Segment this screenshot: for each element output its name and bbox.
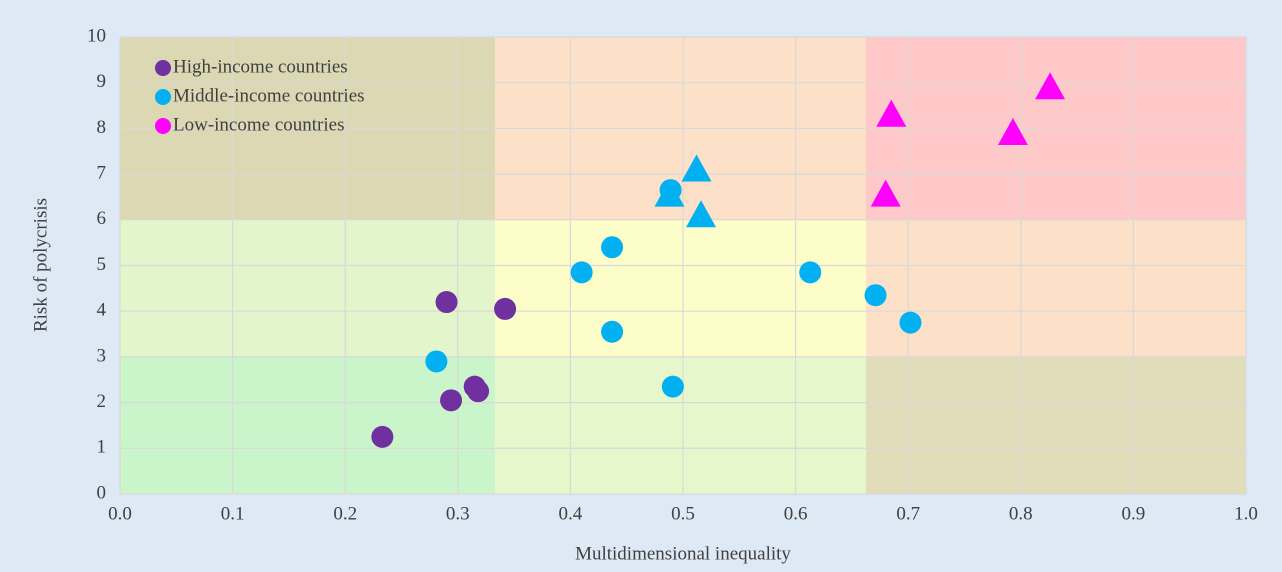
y-tick-label: 5 bbox=[97, 254, 107, 275]
x-tick-label: 0.3 bbox=[446, 503, 470, 524]
circle-marker bbox=[494, 297, 517, 320]
y-tick-label: 1 bbox=[97, 437, 107, 458]
x-tick-label: 0.5 bbox=[671, 503, 695, 524]
zone bbox=[495, 220, 866, 357]
circle-marker bbox=[601, 320, 624, 343]
triangle-marker bbox=[681, 154, 712, 182]
y-tick-label: 6 bbox=[97, 208, 107, 229]
x-tick-label: 0.0 bbox=[108, 503, 132, 524]
circle-marker bbox=[899, 311, 922, 334]
circle-marker bbox=[467, 380, 490, 403]
y-tick-label: 4 bbox=[97, 300, 107, 321]
x-tick-label: 1.0 bbox=[1234, 503, 1258, 524]
triangle-marker bbox=[876, 99, 907, 127]
x-axis-title: Multidimensional inequality bbox=[575, 543, 791, 564]
zone bbox=[120, 220, 495, 357]
circle-marker bbox=[440, 389, 463, 412]
y-tick-label: 0 bbox=[97, 482, 107, 503]
y-tick-label: 9 bbox=[97, 71, 107, 92]
triangle-marker bbox=[1035, 72, 1066, 100]
circle-marker bbox=[661, 375, 684, 398]
circle-marker bbox=[371, 425, 394, 448]
zone bbox=[495, 357, 866, 494]
zone bbox=[120, 357, 495, 494]
triangle-marker bbox=[870, 179, 901, 207]
legend-marker bbox=[155, 89, 171, 105]
triangle-marker bbox=[997, 117, 1028, 145]
circle-marker bbox=[435, 291, 458, 314]
legend-marker bbox=[155, 118, 171, 134]
triangle-marker bbox=[686, 200, 717, 228]
circle-marker bbox=[570, 261, 593, 284]
y-tick-label: 7 bbox=[97, 162, 107, 183]
legend-label: Low-income countries bbox=[173, 114, 344, 135]
zone bbox=[866, 357, 1246, 494]
legend-label: Middle-income countries bbox=[173, 85, 365, 106]
x-tick-label: 0.7 bbox=[896, 503, 920, 524]
circle-marker bbox=[601, 236, 624, 259]
legend-marker bbox=[155, 60, 171, 76]
zones bbox=[120, 37, 1246, 494]
circle-marker bbox=[864, 284, 887, 307]
x-tick-label: 0.4 bbox=[559, 503, 583, 524]
x-tick-label: 0.2 bbox=[333, 503, 357, 524]
x-tick-label: 0.8 bbox=[1009, 503, 1033, 524]
legend-label: High-income countries bbox=[173, 56, 348, 77]
zone bbox=[866, 220, 1246, 357]
y-tick-label: 3 bbox=[97, 345, 107, 366]
y-tick-label: 2 bbox=[97, 391, 107, 412]
x-tick-label: 0.1 bbox=[221, 503, 245, 524]
y-tick-label: 10 bbox=[87, 25, 106, 46]
x-tick-label: 0.9 bbox=[1122, 503, 1146, 524]
y-axis-title: Risk of polycrisis bbox=[30, 198, 51, 332]
x-tick-label: 0.6 bbox=[784, 503, 808, 524]
circle-marker bbox=[799, 261, 822, 284]
circle-marker bbox=[425, 350, 448, 373]
triangle-marker bbox=[654, 179, 685, 207]
y-tick-label: 8 bbox=[97, 117, 107, 138]
